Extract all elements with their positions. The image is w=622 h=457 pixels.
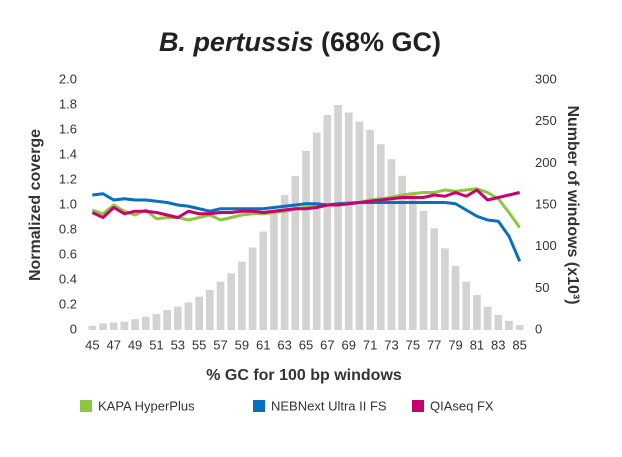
legend-swatch	[253, 400, 265, 412]
legend-label: QIAseq FX	[430, 398, 494, 413]
bar	[184, 302, 193, 330]
y2-axis-label: Number of windows (x10³)	[564, 105, 581, 304]
bar	[398, 175, 406, 330]
bar	[430, 228, 439, 330]
y2-tick-label: 250	[535, 113, 557, 128]
bar	[120, 321, 129, 330]
bar	[344, 112, 353, 330]
bar	[355, 121, 364, 331]
line	[91, 188, 521, 219]
bar	[419, 210, 428, 330]
legend-label: NEBNext Ultra II FS	[271, 398, 387, 413]
bar	[216, 281, 225, 330]
bar	[505, 320, 513, 330]
bar	[238, 261, 246, 330]
chart-title: B. pertussis (68% GC)	[159, 27, 441, 57]
legend-swatch	[80, 400, 92, 412]
x-tick-label: 67	[320, 337, 334, 352]
x-tick-label: 49	[128, 337, 142, 352]
x-tick-label: 45	[85, 337, 99, 352]
bar	[334, 105, 342, 330]
bar	[131, 319, 139, 330]
bar	[227, 273, 236, 330]
bar	[173, 306, 182, 330]
bar	[515, 325, 524, 330]
bar	[473, 295, 481, 330]
bar	[109, 322, 118, 330]
bar	[302, 150, 310, 330]
x-tick-label: 77	[427, 337, 441, 352]
x-tick-label: 85	[512, 337, 526, 352]
bar	[312, 132, 321, 330]
y-axis-label: Normalized coverge	[27, 129, 44, 281]
bar	[270, 213, 278, 330]
x-tick-label: 79	[448, 337, 462, 352]
y-tick-label: 1.0	[59, 196, 77, 211]
bar	[206, 290, 214, 330]
legend-swatch	[412, 400, 424, 412]
bar	[291, 175, 300, 330]
y-tick-label: 1.8	[59, 96, 77, 111]
title-gc: (68% GC)	[321, 27, 441, 57]
y-tick-label: 1.2	[59, 171, 77, 186]
x-tick-label: 75	[406, 337, 420, 352]
bar	[280, 195, 289, 330]
y-tick-label: 0.8	[59, 221, 77, 236]
y2-tick-label: 100	[535, 238, 557, 253]
x-tick-label: 63	[277, 337, 291, 352]
x-tick-label: 73	[384, 337, 398, 352]
bar	[152, 314, 161, 330]
y2-tick-label: 50	[535, 280, 549, 295]
x-axis-label: % GC for 100 bp windows	[206, 367, 402, 384]
x-tick-label: 83	[491, 337, 505, 352]
legend-label: KAPA HyperPlus	[98, 398, 195, 413]
x-tick-label: 53	[171, 337, 185, 352]
bar	[259, 231, 268, 330]
bar	[376, 144, 385, 330]
y2-tick-label: 200	[535, 155, 557, 170]
x-tick-label: 59	[235, 337, 249, 352]
y-tick-label: 0.6	[59, 246, 77, 261]
bar	[323, 115, 332, 330]
line	[92, 192, 522, 262]
bar	[408, 191, 417, 330]
x-tick-label: 47	[106, 337, 120, 352]
bar	[494, 315, 503, 330]
bar	[441, 248, 449, 330]
bar	[462, 281, 471, 330]
bar	[451, 265, 460, 330]
x-tick-label: 61	[256, 337, 270, 352]
y2-tick-label: 150	[535, 196, 557, 211]
y-tick-label: 2.0	[59, 71, 77, 86]
bar	[366, 130, 374, 330]
y-tick-label: 0.4	[59, 271, 77, 286]
y-tick-label: 1.4	[59, 146, 77, 161]
y-tick-label: 0.2	[59, 296, 77, 311]
bar	[483, 306, 492, 330]
bar	[163, 310, 171, 330]
bar	[387, 159, 396, 330]
bar	[195, 296, 204, 330]
title-species: B. pertussis	[159, 27, 314, 57]
y-tick-label: 0	[70, 321, 77, 336]
bar	[141, 316, 150, 330]
bar	[248, 247, 257, 330]
x-tick-label: 69	[341, 337, 355, 352]
x-tick-label: 65	[299, 337, 313, 352]
x-tick-label: 55	[192, 337, 206, 352]
y2-tick-label: 300	[535, 71, 557, 86]
y-tick-label: 1.6	[59, 121, 77, 136]
x-tick-label: 57	[213, 337, 227, 352]
x-tick-label: 81	[470, 337, 484, 352]
y2-tick-label: 0	[535, 321, 542, 336]
x-tick-label: 51	[149, 337, 163, 352]
bar	[99, 323, 107, 330]
bar	[88, 325, 97, 330]
x-tick-label: 71	[363, 337, 377, 352]
